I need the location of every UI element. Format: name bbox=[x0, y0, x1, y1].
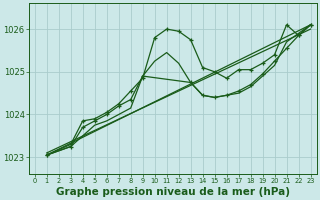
X-axis label: Graphe pression niveau de la mer (hPa): Graphe pression niveau de la mer (hPa) bbox=[56, 187, 290, 197]
